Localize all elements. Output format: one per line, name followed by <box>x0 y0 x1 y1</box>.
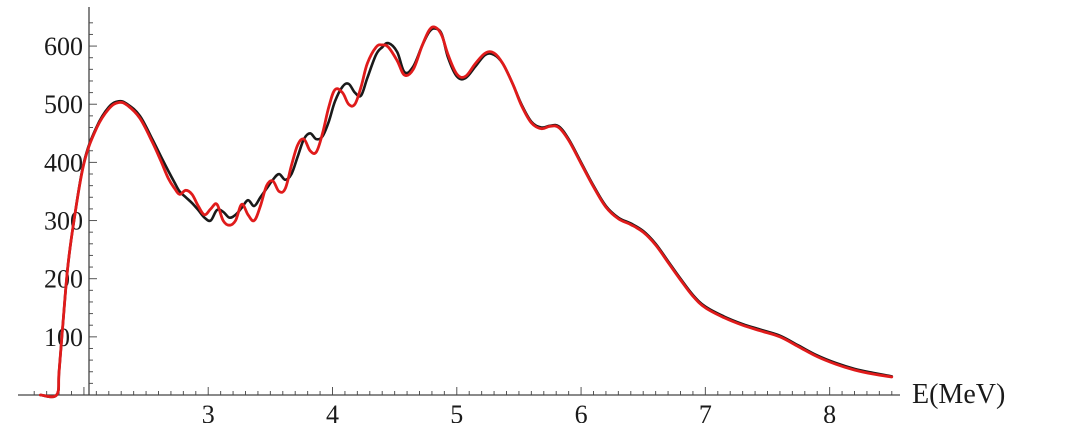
x-tick-label: 7 <box>699 400 712 423</box>
series-line-black <box>39 27 894 399</box>
y-tick-label: 500 <box>44 90 83 119</box>
x-tick-label: 4 <box>326 400 339 423</box>
series-layer <box>39 25 894 399</box>
y-tick-label: 300 <box>44 207 83 236</box>
x-tick-label: 5 <box>450 400 463 423</box>
y-tick-label: 400 <box>44 148 83 177</box>
minor-ticks <box>33 22 893 395</box>
x-tick-labels: 3 4 5 6 7 8 <box>202 400 836 423</box>
series-line-red <box>39 25 894 399</box>
major-ticks <box>83 45 831 395</box>
y-tick-label: 200 <box>44 265 83 294</box>
x-tick-label: 6 <box>575 400 588 423</box>
x-tick-label: 8 <box>823 400 836 423</box>
x-tick-label: 3 <box>202 400 215 423</box>
y-tick-label: 600 <box>44 32 83 61</box>
x-axis-label: E(MeV) <box>912 379 1005 410</box>
